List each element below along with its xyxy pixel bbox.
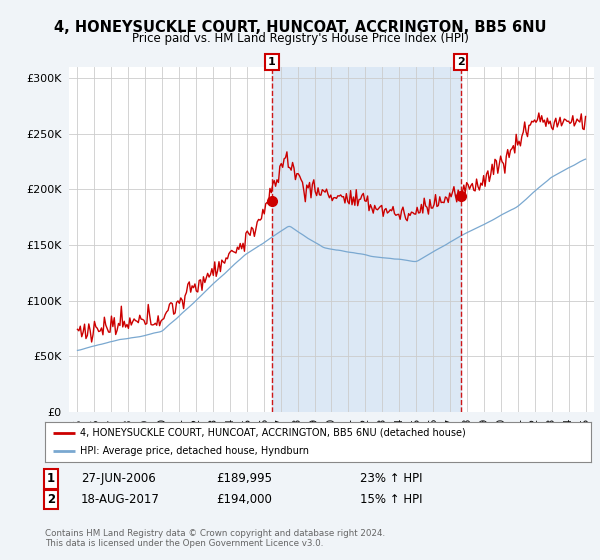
Text: 1: 1 <box>47 472 55 486</box>
Text: 18-AUG-2017: 18-AUG-2017 <box>81 493 160 506</box>
Text: 4, HONEYSUCKLE COURT, HUNCOAT, ACCRINGTON, BB5 6NU (detached house): 4, HONEYSUCKLE COURT, HUNCOAT, ACCRINGTO… <box>80 428 466 437</box>
Text: Contains HM Land Registry data © Crown copyright and database right 2024.
This d: Contains HM Land Registry data © Crown c… <box>45 529 385 548</box>
Text: Price paid vs. HM Land Registry's House Price Index (HPI): Price paid vs. HM Land Registry's House … <box>131 32 469 45</box>
Text: £189,995: £189,995 <box>216 472 272 486</box>
Text: £194,000: £194,000 <box>216 493 272 506</box>
Text: 2: 2 <box>457 57 464 67</box>
Text: 23% ↑ HPI: 23% ↑ HPI <box>360 472 422 486</box>
Text: HPI: Average price, detached house, Hyndburn: HPI: Average price, detached house, Hynd… <box>80 446 310 456</box>
Text: 27-JUN-2006: 27-JUN-2006 <box>81 472 156 486</box>
Text: 15% ↑ HPI: 15% ↑ HPI <box>360 493 422 506</box>
Bar <box>272 67 461 412</box>
Text: 2: 2 <box>47 493 55 506</box>
Text: 1: 1 <box>268 57 276 67</box>
Text: 4, HONEYSUCKLE COURT, HUNCOAT, ACCRINGTON, BB5 6NU: 4, HONEYSUCKLE COURT, HUNCOAT, ACCRINGTO… <box>54 20 546 35</box>
